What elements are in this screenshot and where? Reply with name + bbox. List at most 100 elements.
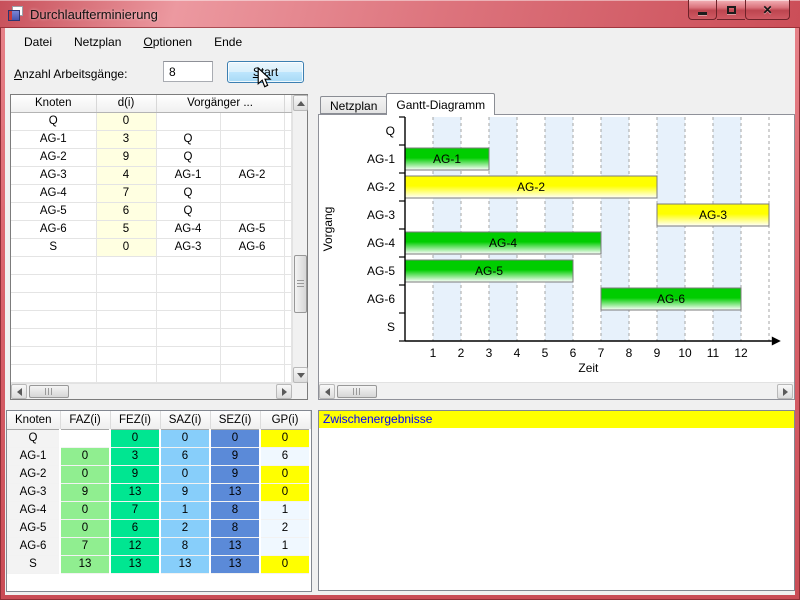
grid-cell: 2 [160,519,211,538]
tab-gantt-diagramm[interactable]: Gantt-Diagramm [386,93,496,115]
menu-item-datei[interactable]: Datei [24,35,53,49]
x-tick-label: 8 [626,346,633,360]
gantt-bar-label: AG-2 [517,180,545,194]
x-tick-label: 6 [570,346,577,360]
grid-cell[interactable] [220,148,285,167]
grid-cell[interactable]: AG-4 [11,184,97,203]
grid-cell [284,202,292,221]
count-input[interactable] [163,61,213,82]
grid-cell: 8 [210,519,261,538]
thumb-grip-icon [297,280,304,288]
nodes-col-vorgaenger[interactable]: Vorgänger ... [156,95,285,113]
grid-cell[interactable]: Q [156,148,221,167]
results-col-gp: GP(i) [260,411,311,430]
grid-cell: 9 [160,483,211,502]
grid-cell[interactable]: AG-5 [220,220,285,239]
app-icon [8,6,24,22]
grid-cell[interactable]: AG-1 [11,130,97,149]
grid-cell [284,130,292,149]
grid-cell[interactable]: 0 [96,112,157,131]
grid-cell [11,328,97,347]
grid-cell[interactable]: AG-3 [156,238,221,257]
grid-cell [284,310,292,329]
grid-cell [156,364,221,383]
grid-cell: 3 [110,447,161,466]
nodes-col-d[interactable]: d(i) [96,95,157,113]
x-tick-label: 10 [678,346,692,360]
grid-cell [284,184,292,203]
close-button[interactable]: ✕ [745,0,790,20]
menu-bar: Datei Netzplan Optionen Ende [5,31,795,53]
grid-cell[interactable]: 5 [96,220,157,239]
y-category-label: S [387,320,395,334]
grid-cell[interactable]: AG-6 [220,238,285,257]
horizontal-scroll-thumb[interactable] [29,385,69,398]
log-panel-body [319,428,794,590]
grid-cell[interactable]: 0 [96,238,157,257]
grid-cell[interactable]: AG-5 [11,202,97,221]
grid-cell[interactable]: AG-1 [156,166,221,185]
y-category-label: AG-4 [367,236,395,250]
scroll-down-button[interactable] [293,367,308,383]
nodes-grid: Knoten d(i) Vorgänger ... Q 0 AG-1 3 Q AG-2 9 Q… [10,94,308,400]
grid-cell[interactable]: AG-2 [220,166,285,185]
grid-cell[interactable]: 9 [96,148,157,167]
grid-cell [284,328,292,347]
grid-cell [11,292,97,311]
horizontal-scroll-thumb[interactable] [337,385,377,398]
grid-cell[interactable]: Q [11,112,97,131]
grid-cell[interactable] [220,202,285,221]
grid-cell[interactable]: 7 [96,184,157,203]
chart-horizontal-scrollbar[interactable] [319,382,794,399]
grid-cell[interactable]: AG-4 [156,220,221,239]
menu-item-ende[interactable]: Ende [214,35,243,49]
grid-cell[interactable]: 6 [96,202,157,221]
maximize-button[interactable] [717,0,745,20]
gantt-bar-label: AG-1 [433,152,461,166]
grid-cell[interactable]: Q [156,130,221,149]
grid-cell: 0 [260,429,311,448]
scroll-right-button[interactable] [276,384,292,399]
scroll-left-button[interactable] [319,384,335,399]
nodes-horizontal-scrollbar[interactable] [11,383,292,399]
chart-stripe [489,117,517,341]
grid-cell[interactable] [220,130,285,149]
grid-cell[interactable]: 4 [96,166,157,185]
tab-netzplan[interactable]: Netzplan [320,96,388,114]
grid-cell [156,256,221,275]
nodes-row-empty [11,346,292,365]
nodes-vertical-scrollbar[interactable] [292,95,308,383]
vertical-scroll-thumb[interactable] [294,255,307,313]
minimize-button[interactable] [688,0,717,20]
grid-cell[interactable]: AG-3 [11,166,97,185]
grid-cell[interactable] [156,112,221,131]
nodes-row-empty [11,256,292,275]
grid-cell [284,346,292,365]
results-table: Knoten FAZ(i) FEZ(i) SAZ(i) SEZ(i) GP(i)… [7,411,311,574]
grid-cell[interactable]: S [11,238,97,257]
grid-cell [96,346,157,365]
nodes-table-body: Q 0 AG-1 3 Q AG-2 9 Q AG-3 4 AG-1 AG-2 AG-4 7 Q AG-5 6 Q A… [11,112,292,383]
scroll-right-button[interactable] [777,384,793,399]
scroll-up-button[interactable] [293,95,308,111]
menu-item-optionen[interactable]: Optionen [143,35,193,49]
arrow-right-icon [782,387,788,396]
nodes-col-knoten[interactable]: Knoten [11,95,97,113]
x-tick-label: 5 [542,346,549,360]
grid-cell: 9 [110,465,161,484]
arrow-left-icon [16,387,22,396]
menu-item-netzplan[interactable]: Netzplan [74,35,122,49]
title-bar[interactable]: Durchlaufterminierung ✕ [0,0,800,28]
grid-cell[interactable]: 3 [96,130,157,149]
grid-cell[interactable]: Q [156,202,221,221]
grid-cell[interactable] [220,184,285,203]
grid-cell[interactable]: AG-2 [11,148,97,167]
grid-cell: 6 [260,447,311,466]
start-button[interactable]: Start [227,61,304,83]
grid-cell[interactable] [220,112,285,131]
grid-cell[interactable]: AG-6 [11,220,97,239]
grid-cell: 0 [160,429,211,448]
grid-cell[interactable]: Q [156,184,221,203]
scroll-left-button[interactable] [11,384,27,399]
